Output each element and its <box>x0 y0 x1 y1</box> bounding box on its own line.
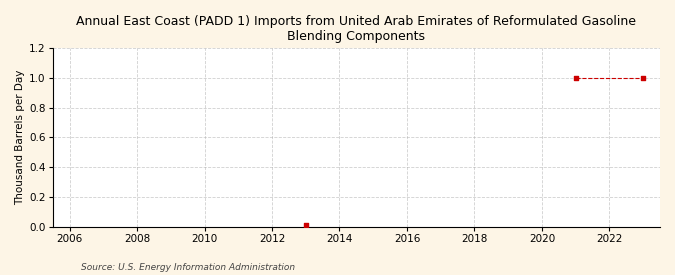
Point <box>300 223 311 227</box>
Title: Annual East Coast (PADD 1) Imports from United Arab Emirates of Reformulated Gas: Annual East Coast (PADD 1) Imports from … <box>76 15 637 43</box>
Text: Source: U.S. Energy Information Administration: Source: U.S. Energy Information Administ… <box>81 263 295 272</box>
Point <box>570 76 581 80</box>
Y-axis label: Thousand Barrels per Day: Thousand Barrels per Day <box>15 70 25 205</box>
Point <box>638 76 649 80</box>
